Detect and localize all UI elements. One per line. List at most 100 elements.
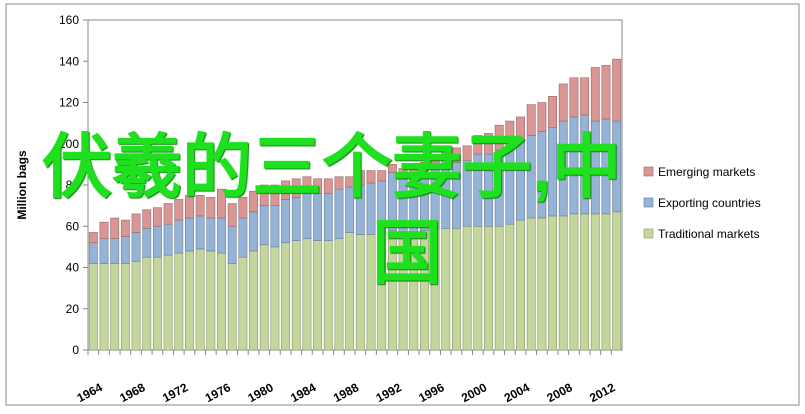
bar-segment: [505, 120, 515, 147]
bar-segment: [548, 96, 558, 128]
bar-segment: [441, 228, 451, 351]
bar-segment: [185, 217, 194, 252]
y-tick-label: 100: [59, 137, 79, 151]
y-tick-label: 140: [59, 54, 79, 68]
bar-segment: [281, 180, 291, 200]
bar-segment: [131, 232, 141, 262]
bar-segment: [206, 217, 216, 252]
bar-segment: [195, 248, 205, 351]
bar-segment: [227, 225, 237, 264]
bar-segment: [334, 176, 344, 190]
bar-segment: [174, 252, 184, 351]
bar-segment: [163, 254, 173, 351]
bar-segment: [569, 213, 579, 351]
legend-swatch: [643, 228, 654, 239]
bar-segment: [120, 236, 130, 264]
y-tick-label: 160: [59, 13, 79, 27]
bar-segment: [88, 242, 98, 264]
bar-segment: [590, 67, 600, 122]
bar-segment: [452, 147, 461, 163]
bar-segment: [516, 219, 525, 351]
bar-segment: [88, 263, 98, 351]
bar-segment: [152, 225, 162, 258]
legend-swatch: [643, 166, 654, 177]
bar-segment: [185, 195, 194, 219]
bar-segment: [99, 263, 109, 351]
bar-segment: [601, 65, 611, 120]
bar-segment: [185, 250, 194, 351]
bar-segment: [473, 225, 483, 351]
y-axis-label: Million bags: [15, 150, 29, 220]
y-tick-label: 80: [66, 178, 80, 192]
bar-segment: [227, 203, 237, 227]
bar-segment: [494, 225, 504, 351]
bar-segment: [291, 240, 301, 351]
bar-segment: [217, 217, 226, 254]
bar-segment: [484, 225, 493, 351]
bar-segment: [302, 238, 312, 351]
bar-segment: [355, 170, 365, 186]
bar-segment: [569, 77, 579, 118]
bar-segment: [334, 238, 344, 351]
bar-segment: [291, 178, 301, 198]
bar-segment: [355, 234, 365, 351]
bar-segment: [313, 178, 323, 194]
legend-label: Traditional markets: [658, 227, 760, 241]
bar-segment: [345, 232, 355, 351]
y-tick-label: 60: [66, 219, 80, 233]
bar-segment: [163, 223, 173, 256]
bar-segment: [548, 215, 558, 351]
bar-segment: [110, 238, 120, 264]
bar-segment: [387, 164, 397, 173]
bar-segment: [537, 217, 547, 351]
overlay-text: 国: [372, 214, 442, 292]
bar-segment: [195, 195, 205, 217]
y-tick-label: 120: [59, 96, 79, 110]
y-tick-label: 0: [72, 343, 79, 357]
bar-segment: [249, 211, 258, 252]
bar-segment: [323, 240, 333, 351]
bar-segment: [259, 205, 269, 246]
bar-segment: [601, 213, 611, 351]
bar-segment: [270, 246, 280, 351]
bar-segment: [419, 162, 429, 171]
bar-segment: [580, 213, 590, 351]
bar-segment: [526, 104, 536, 136]
bar-segment: [131, 213, 141, 233]
bar-segment: [142, 256, 152, 351]
bar-segment: [462, 145, 472, 161]
bar-segment: [110, 217, 120, 239]
bar-segment: [484, 133, 493, 155]
bar-segment: [313, 240, 323, 351]
bar-segment: [206, 197, 216, 219]
bar-segment: [270, 184, 280, 206]
bar-segment: [323, 178, 333, 194]
bar-segment: [120, 263, 130, 351]
bar-segment: [217, 252, 226, 351]
bar-segment: [558, 83, 568, 122]
bar-segment: [494, 124, 504, 151]
bar-segment: [302, 176, 312, 194]
bar-segment: [281, 242, 291, 351]
bar-segment: [473, 135, 483, 155]
legend-label: Exporting countries: [658, 196, 761, 210]
bar-segment: [238, 217, 248, 258]
bar-segment: [452, 228, 461, 351]
bar-segment: [270, 205, 280, 248]
bar-segment: [516, 116, 525, 142]
bar-segment: [259, 184, 269, 206]
bar-segment: [377, 170, 387, 182]
bar-segment: [249, 190, 258, 213]
bar-segment: [590, 213, 600, 351]
bar-segment: [430, 157, 440, 169]
bar-segment: [612, 58, 622, 122]
bar-segment: [99, 221, 109, 239]
bar-segment: [259, 244, 269, 351]
y-tick-label: 40: [66, 261, 80, 275]
y-tick-label: 20: [66, 302, 80, 316]
bar-segment: [409, 168, 419, 178]
bar-segment: [142, 209, 152, 229]
bar-segment: [345, 176, 355, 188]
bar-segment: [249, 250, 258, 351]
